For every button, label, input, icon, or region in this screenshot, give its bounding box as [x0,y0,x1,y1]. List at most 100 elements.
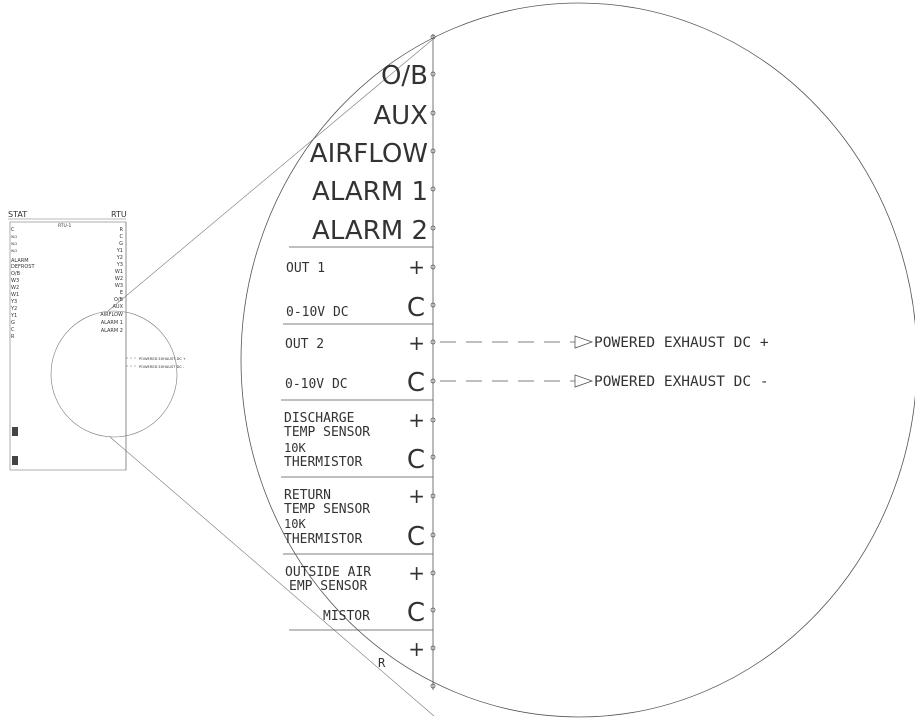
common-symbol: C [407,293,425,323]
left-terminal: C [11,327,15,333]
left-terminal: W3 [11,278,19,284]
right-terminal-list: R C G Y1 Y2 Y3 W1 W2 W3 E O/B AUX AIRFLO… [100,227,123,334]
plus-symbol: + [408,484,425,508]
thumbnail-diagram: STAT RTU RTU-1 C W/2 W/2 W/2 ALARM DEFRO… [8,39,435,717]
left-terminal: ALARM [11,258,29,264]
terminal-post [430,570,436,576]
group-sublabel: THERMISTOR [284,455,362,470]
terminal-post [430,71,436,77]
right-terminal: W2 [115,276,123,282]
group-sublabel: THERMISTOR [284,532,362,547]
terminal-post [430,34,436,40]
terminal-post [430,339,436,345]
left-terminal: W1 [11,292,19,298]
right-terminal: ALARM 1 [101,320,123,326]
common-symbol: C [407,522,425,552]
module-block-1 [12,427,18,436]
group-label: EMP SENSOR [289,579,367,594]
group-out-2: OUT 2 0-10V DC + C [285,331,425,398]
left-terminal: Y1 [10,313,17,319]
terminal-label-alarm-2: ALARM 2 [312,216,428,246]
right-terminal: W1 [115,269,123,275]
plus-symbol: + [408,408,425,432]
group-sublabel: 0-10V DC [286,305,349,320]
right-terminal: AUX [112,304,123,310]
group-discharge-temp: DISCHARGE TEMP SENSOR 10K THERMISTOR + C [284,408,425,475]
exhaust-minus-arrow [574,374,594,388]
exhaust-minus-label: POWERED EXHAUST DC - [594,374,769,390]
zoom-connector-top [107,39,433,312]
exhaust-plus-arrow [574,335,594,349]
group-label: OUT 1 [286,261,325,276]
common-symbol: C [407,368,425,398]
detail-view: O/B AUX AIRFLOW ALARM 1 ALARM 2 OUT 1 0-… [240,2,915,718]
large-terminal-labels: O/B AUX AIRFLOW ALARM 1 ALARM 2 [310,61,428,246]
left-terminal: DEFROST [11,264,35,270]
right-terminal: W3 [115,283,123,289]
left-terminal: R [11,334,15,340]
right-terminal: E [120,290,123,296]
terminal-post [430,378,436,384]
group-label: RETURN [284,488,331,503]
group-sublabel: MISTOR [323,609,370,624]
common-symbol: C [407,598,425,628]
common-symbol: C [407,445,425,475]
right-terminal: AIRFLOW [100,312,123,318]
group-return-temp: RETURN TEMP SENSOR 10K THERMISTOR + C [284,484,425,552]
exhaust-plus-label: POWERED EXHAUST DC + [594,335,769,351]
left-terminal: O/B [11,271,21,277]
left-terminal: Y2 [10,306,17,312]
stat-label: STAT [8,210,27,219]
group-partial-bottom: R + [378,637,425,670]
group-sublabel: 10K [284,517,306,531]
left-terminal: W/2 [11,235,17,239]
right-terminal: Y1 [116,248,123,254]
left-terminal: C [11,227,15,233]
right-terminal: Y2 [116,255,123,261]
terminal-label-airflow: AIRFLOW [310,139,428,169]
thumbnail-exhaust-minus-label: POWERED EXHAUST DC - [139,365,185,369]
terminal-post [430,683,436,689]
terminal-post [430,225,436,231]
left-terminal: W/2 [11,242,17,246]
left-terminal-list: C W/2 W/2 W/2 ALARM DEFROST O/B W3 W2 W1… [10,227,35,340]
group-separators [281,246,433,631]
terminal-post [430,148,436,154]
group-label: DISCHARGE [284,411,354,426]
terminal-label-aux: AUX [373,101,428,131]
terminal-post [430,607,436,613]
group-outside-air-temp: OUTSIDE AIR EMP SENSOR MISTOR + C [285,561,425,628]
terminal-post [430,264,436,270]
terminal-post [430,110,436,116]
plus-symbol: + [408,331,425,355]
right-terminal: G [119,241,123,247]
group-label: TEMP SENSOR [284,425,370,440]
rtu-id: RTU-1 [58,223,71,229]
thumbnail-exhaust-plus-label: POWERED EXHAUST DC + [139,357,186,361]
rtu-label: RTU [111,210,127,219]
terminal-post [430,186,436,192]
right-terminal: R [120,227,124,233]
terminal-post [430,645,436,651]
thumbnail-zoom-circle [50,310,178,438]
terminal-label-ob: O/B [381,61,428,91]
right-terminal: O/B [114,297,124,303]
group-label: OUT 2 [285,337,324,352]
left-terminal: G [11,320,15,326]
left-terminal: Y3 [10,299,17,305]
right-terminal: C [120,234,124,240]
group-out-1: OUT 1 0-10V DC + C [286,255,425,323]
terminal-post [430,493,436,499]
group-sublabel: 10K [284,441,306,455]
plus-symbol: + [408,255,425,279]
module-block-2 [12,456,18,465]
plus-symbol: + [408,561,425,585]
terminal-post [430,454,436,460]
group-label: OUTSIDE AIR [285,565,371,580]
left-terminal: W/2 [11,249,17,253]
group-label: TEMP SENSOR [284,502,370,517]
right-terminal: Y3 [116,262,123,268]
plus-symbol: + [408,637,425,661]
group-sublabel: 0-10V DC [285,377,348,392]
